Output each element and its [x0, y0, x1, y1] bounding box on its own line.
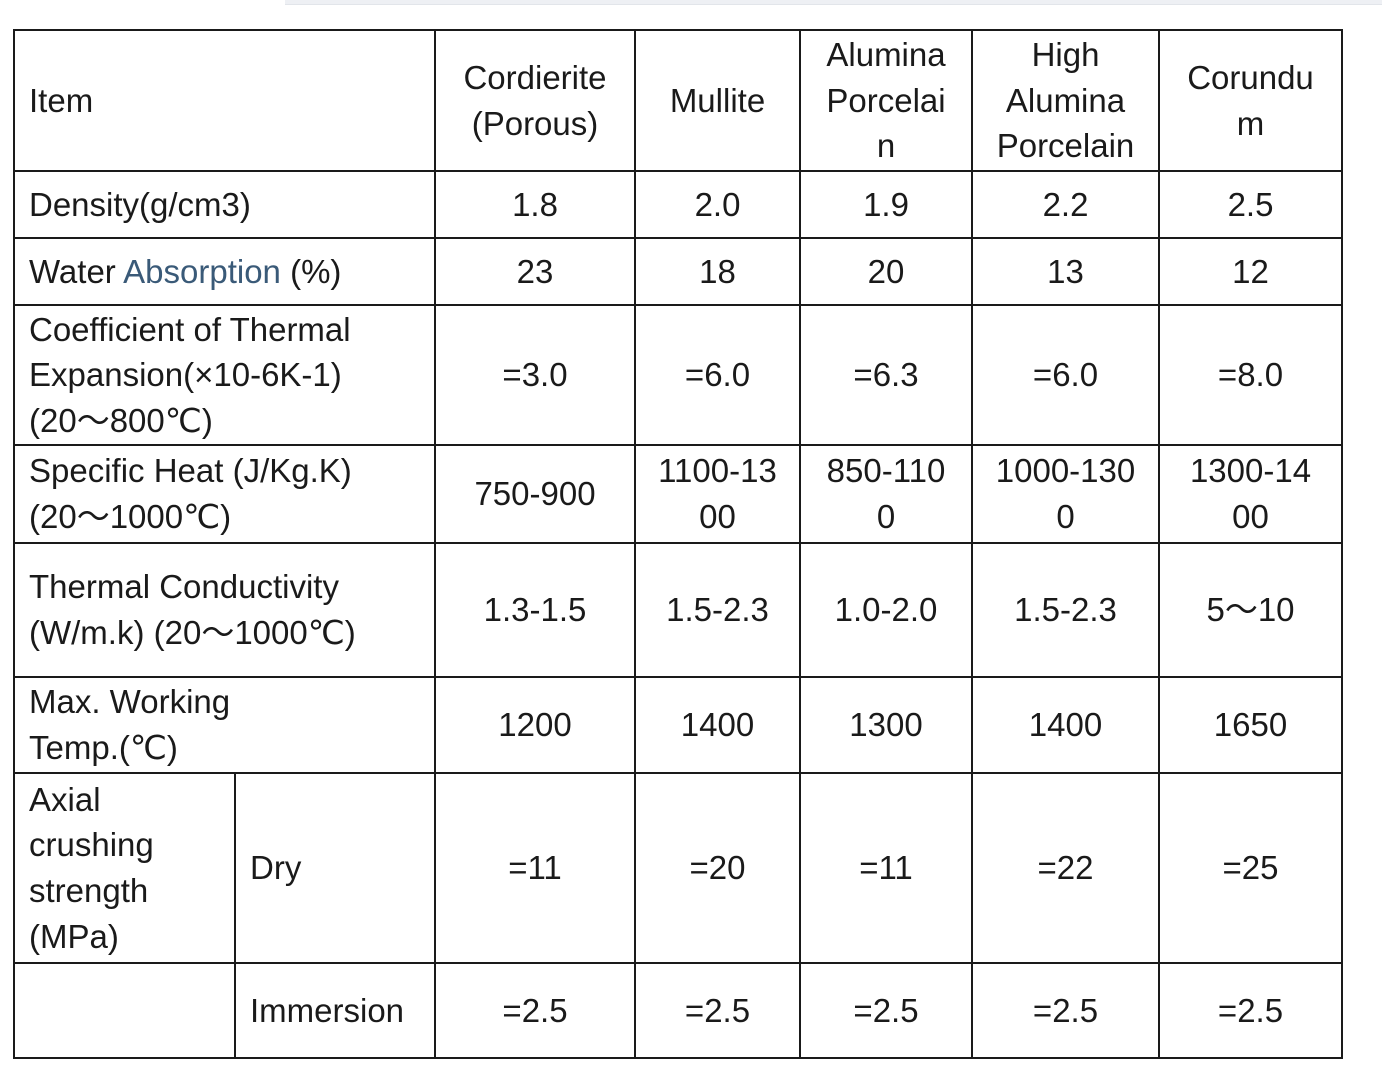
row-density: Density(g/cm3) 1.8 2.0 1.9 2.2 2.5	[13, 170, 1343, 239]
cell-dry-corundum: =25	[1158, 772, 1343, 964]
row-label-water-absorption: Water Absorption (%)	[13, 237, 436, 306]
cell-temp-high-alumina-porcelain: 1400	[971, 676, 1160, 774]
header-item: Item	[13, 29, 436, 172]
cell-heat-high-alumina-porcelain: 1000-130 0	[971, 444, 1160, 544]
row-label-density: Density(g/cm3)	[13, 170, 436, 239]
header-alumina-porcelain: Alumina Porcelai n	[799, 29, 973, 172]
cell-expansion-alumina-porcelain: =6.3	[799, 304, 973, 446]
cell-density-mullite: 2.0	[634, 170, 801, 239]
cell-dry-mullite: =20	[634, 772, 801, 964]
cell-immersion-corundum: =2.5	[1158, 962, 1343, 1059]
cell-temp-mullite: 1400	[634, 676, 801, 774]
cell-immersion-cordierite: =2.5	[434, 962, 636, 1059]
cell-water-cordierite: 23	[434, 237, 636, 306]
sublabel-immersion: Immersion	[234, 962, 436, 1059]
row-crushing-dry: Axial crushing strength (MPa) Dry =11 =2…	[13, 772, 1343, 964]
top-strip	[285, 0, 1382, 5]
row-label-thermal-conductivity: Thermal Conductivity (W/m.k) (20～1000℃)	[13, 542, 436, 678]
cell-heat-alumina-porcelain: 850-110 0	[799, 444, 973, 544]
label-water-prefix: Water	[29, 252, 124, 290]
cell-dry-high-alumina-porcelain: =22	[971, 772, 1160, 964]
row-label-thermal-expansion: Coefficient of Thermal Expansion(×10-6K-…	[13, 304, 436, 446]
label-percent-suffix: (%)	[280, 252, 342, 290]
cell-density-corundum: 2.5	[1158, 170, 1343, 239]
cell-conductivity-high-alumina-porcelain: 1.5-2.3	[971, 542, 1160, 678]
row-crushing-immersion: Immersion =2.5 =2.5 =2.5 =2.5 =2.5	[13, 962, 1343, 1059]
cell-temp-alumina-porcelain: 1300	[799, 676, 973, 774]
cell-conductivity-cordierite: 1.3-1.5	[434, 542, 636, 678]
cell-temp-cordierite: 1200	[434, 676, 636, 774]
sublabel-dry: Dry	[234, 772, 436, 964]
header-cordierite: Cordierite (Porous)	[434, 29, 636, 172]
row-thermal-conductivity: Thermal Conductivity (W/m.k) (20～1000℃) …	[13, 542, 1343, 678]
cell-heat-cordierite: 750-900	[434, 444, 636, 544]
header-row: Item Cordierite (Porous) Mullite Alumina…	[13, 29, 1343, 172]
header-corundum: Corundu m	[1158, 29, 1343, 172]
cell-heat-corundum: 1300-14 00	[1158, 444, 1343, 544]
cell-heat-mullite: 1100-13 00	[634, 444, 801, 544]
cell-water-alumina-porcelain: 20	[799, 237, 973, 306]
row-label-axial-crushing-strength: Axial crushing strength (MPa)	[13, 772, 236, 964]
cell-immersion-alumina-porcelain: =2.5	[799, 962, 973, 1059]
cell-expansion-corundum: =8.0	[1158, 304, 1343, 446]
properties-table: Item Cordierite (Porous) Mullite Alumina…	[13, 29, 1343, 1059]
label-absorption-highlight: Absorption	[123, 252, 281, 290]
row-label-specific-heat: Specific Heat (J/Kg.K) (20～1000℃)	[13, 444, 436, 544]
row-thermal-expansion: Coefficient of Thermal Expansion(×10-6K-…	[13, 304, 1343, 446]
cell-conductivity-alumina-porcelain: 1.0-2.0	[799, 542, 973, 678]
cell-expansion-high-alumina-porcelain: =6.0	[971, 304, 1160, 446]
cell-expansion-mullite: =6.0	[634, 304, 801, 446]
row-water-absorption: Water Absorption (%) 23 18 20 13 12	[13, 237, 1343, 306]
cell-water-corundum: 12	[1158, 237, 1343, 306]
cell-temp-corundum: 1650	[1158, 676, 1343, 774]
empty-label-cell	[13, 962, 236, 1059]
cell-density-cordierite: 1.8	[434, 170, 636, 239]
cell-water-mullite: 18	[634, 237, 801, 306]
cell-immersion-mullite: =2.5	[634, 962, 801, 1059]
cell-water-high-alumina-porcelain: 13	[971, 237, 1160, 306]
header-high-alumina-porcelain: High Alumina Porcelain	[971, 29, 1160, 172]
cell-dry-alumina-porcelain: =11	[799, 772, 973, 964]
cell-expansion-cordierite: =3.0	[434, 304, 636, 446]
cell-immersion-high-alumina-porcelain: =2.5	[971, 962, 1160, 1059]
cell-conductivity-mullite: 1.5-2.3	[634, 542, 801, 678]
row-label-max-working-temp: Max. Working Temp.(℃)	[13, 676, 436, 774]
cell-density-high-alumina-porcelain: 2.2	[971, 170, 1160, 239]
cell-conductivity-corundum: 5～10	[1158, 542, 1343, 678]
header-mullite: Mullite	[634, 29, 801, 172]
cell-density-alumina-porcelain: 1.9	[799, 170, 973, 239]
row-specific-heat: Specific Heat (J/Kg.K) (20～1000℃) 750-90…	[13, 444, 1343, 544]
cell-dry-cordierite: =11	[434, 772, 636, 964]
row-max-working-temp: Max. Working Temp.(℃) 1200 1400 1300 140…	[13, 676, 1343, 774]
